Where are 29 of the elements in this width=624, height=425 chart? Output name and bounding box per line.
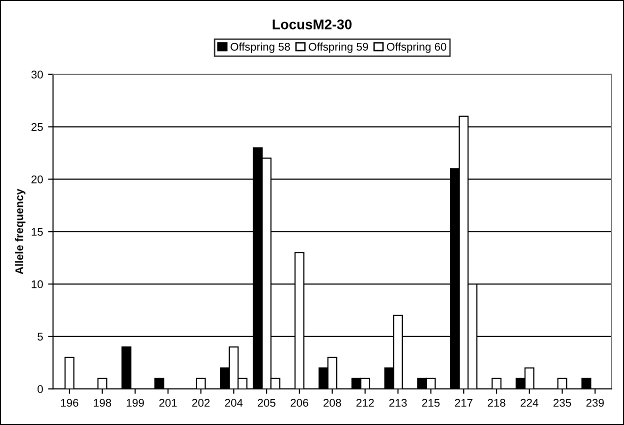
x-tick-label: 212 bbox=[356, 398, 374, 407]
legend-label: Offspring 60 bbox=[386, 42, 446, 53]
x-tick-label: 204 bbox=[225, 398, 243, 407]
y-tick-label: 15 bbox=[32, 228, 43, 236]
x-tick-label: 202 bbox=[192, 398, 210, 407]
y-axis-title: Allele frequency bbox=[15, 188, 26, 274]
x-tick-label: 205 bbox=[258, 398, 276, 407]
x-tick-label: 208 bbox=[324, 398, 342, 407]
legend-label: Offspring 59 bbox=[308, 42, 368, 53]
y-tick-label: 0 bbox=[38, 385, 43, 394]
x-tick-label: 235 bbox=[554, 398, 572, 407]
x-tick-label: 218 bbox=[488, 398, 506, 407]
x-tick-label: 215 bbox=[422, 398, 440, 407]
y-tick-label: 20 bbox=[32, 175, 43, 184]
x-tick-label: 198 bbox=[94, 398, 112, 407]
y-tick-label: 5 bbox=[38, 332, 43, 341]
chart-title: LocusM2-30 bbox=[272, 19, 352, 30]
x-tick-label: 196 bbox=[61, 398, 78, 407]
x-tick-label: 217 bbox=[454, 398, 472, 407]
x-tick-label: 206 bbox=[290, 398, 308, 407]
x-tick-label: 239 bbox=[586, 398, 604, 407]
y-tick-label: 25 bbox=[32, 123, 43, 131]
x-tick-label: 224 bbox=[520, 398, 538, 407]
y-tick-label: 30 bbox=[31, 70, 43, 79]
x-tick-label: 199 bbox=[126, 398, 144, 407]
x-tick-label: 201 bbox=[159, 398, 177, 407]
x-tick-label: 213 bbox=[389, 398, 407, 407]
y-tick-label: 10 bbox=[32, 280, 43, 288]
legend-label: Offspring 58 bbox=[230, 42, 290, 53]
